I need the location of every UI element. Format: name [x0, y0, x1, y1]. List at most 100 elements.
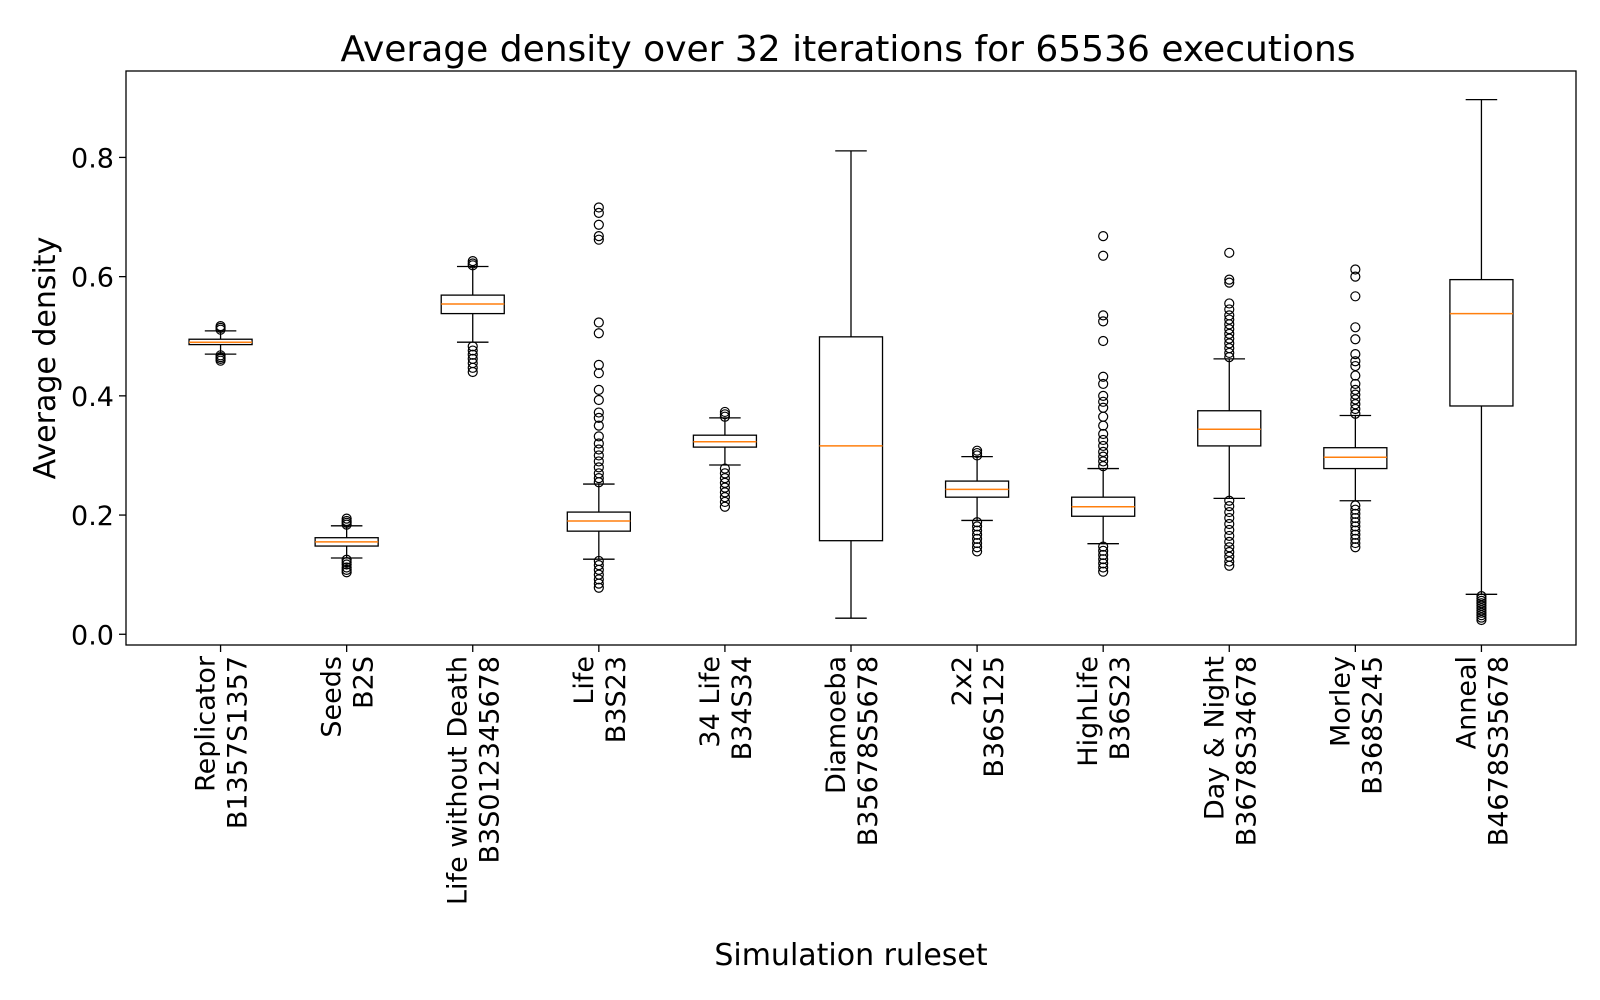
outlier-point	[593, 234, 604, 245]
outlier-point	[971, 529, 983, 540]
outlier-point	[1098, 316, 1109, 327]
outlier-point	[1098, 434, 1109, 446]
category-name: Anneal	[1451, 656, 1482, 749]
outlier-point	[1350, 291, 1361, 302]
outlier-point	[1224, 506, 1235, 518]
outlier-point	[719, 468, 731, 479]
category-rule: B35678S5678	[853, 656, 884, 846]
category-rule: B2S	[349, 656, 380, 709]
category-label: Replicator B1357S1357	[191, 655, 254, 829]
outlier-point	[1350, 529, 1361, 540]
box-2	[314, 513, 379, 578]
box-6	[818, 150, 884, 619]
outlier-point	[971, 517, 983, 528]
outlier-point	[1350, 521, 1361, 532]
outlier-point	[1350, 349, 1361, 360]
outlier-point	[971, 542, 983, 553]
box-iqr	[1323, 447, 1388, 470]
outlier-point	[593, 431, 604, 442]
outlier-point	[1098, 390, 1109, 401]
box-iqr	[1449, 278, 1514, 407]
outlier-point	[593, 202, 604, 213]
outlier-point	[341, 513, 352, 524]
outlier-point	[467, 341, 478, 352]
outlier-point	[593, 420, 604, 431]
y-axis: 0.0 0.2 0.4 0.6 0.8	[71, 143, 126, 651]
outlier-point	[1224, 277, 1235, 288]
outlier-point	[1224, 546, 1235, 558]
y-tick-label: 0.2	[71, 501, 114, 532]
y-tick-label: 0.8	[71, 143, 114, 174]
outlier-point	[1098, 428, 1109, 440]
category-label: Life without Death B3S012345678	[443, 656, 506, 905]
outlier-point	[467, 353, 478, 364]
category-rule: B36S125	[979, 656, 1010, 778]
category-label: Diamoeba B35678S5678	[821, 656, 884, 846]
outlier-point	[593, 207, 604, 218]
outlier-point	[1098, 554, 1109, 565]
outlier-point	[1098, 402, 1109, 413]
outlier-point	[593, 394, 604, 406]
box-5	[692, 406, 758, 512]
outlier-point	[593, 412, 604, 424]
outlier-point	[593, 368, 604, 379]
outlier-point	[1224, 247, 1235, 258]
outlier-point	[1098, 446, 1109, 457]
outlier-point	[1350, 356, 1361, 367]
box-3	[440, 256, 505, 378]
outlier-point	[719, 463, 731, 474]
box-4	[566, 202, 631, 593]
outlier-point	[1224, 274, 1235, 285]
chart-title: Average density over 32 iterations for 6…	[340, 29, 1355, 70]
outlier-point	[593, 582, 604, 593]
outlier-point	[1098, 440, 1109, 452]
outlier-point	[1224, 536, 1235, 547]
outlier-point	[593, 444, 604, 455]
outlier-point	[1224, 518, 1235, 530]
outlier-point	[593, 473, 604, 484]
outlier-point	[215, 350, 226, 361]
outlier-point	[1350, 525, 1361, 536]
outlier-point	[1098, 566, 1109, 577]
outlier-point	[593, 555, 604, 567]
outlier-point	[1350, 542, 1361, 553]
outlier-point	[1350, 500, 1361, 511]
outlier-point	[1350, 264, 1361, 275]
outlier-point	[215, 321, 226, 332]
outlier-point	[1350, 533, 1361, 545]
box-iqr	[818, 336, 884, 542]
category-label: 34 Life B34S34	[695, 656, 758, 760]
category-rule: B34S34	[727, 656, 758, 760]
y-tick-label: 0.6	[71, 263, 114, 294]
category-rule: B3S23	[601, 656, 632, 743]
outlier-point	[1224, 530, 1235, 542]
outlier-point	[1098, 310, 1109, 321]
outlier-point	[593, 438, 604, 449]
outlier-point	[1098, 451, 1109, 462]
outlier-point	[1224, 314, 1235, 325]
outlier-point	[1224, 310, 1235, 321]
category-label: Day & Night B3678S34678	[1199, 656, 1262, 846]
category-rule: B368S245	[1357, 656, 1388, 795]
outlier-point	[1098, 549, 1109, 561]
outlier-point	[1350, 360, 1361, 372]
category-name: 34 Life	[695, 656, 726, 748]
outlier-point	[971, 521, 983, 532]
outlier-point	[971, 546, 983, 557]
outlier-point	[593, 219, 604, 230]
outlier-point	[1350, 384, 1361, 395]
outlier-point	[1350, 537, 1361, 549]
outlier-point	[1098, 231, 1109, 242]
category-label: Anneal B4678S35678	[1451, 656, 1514, 846]
outlier-point	[1098, 335, 1109, 347]
outlier-point	[1350, 517, 1361, 528]
outlier-point	[1098, 378, 1109, 390]
category-rule: B3S012345678	[475, 656, 506, 863]
outlier-point	[593, 560, 604, 571]
outlier-point	[1098, 420, 1109, 431]
category-label: Life B3S23	[569, 656, 632, 743]
outlier-point	[1350, 370, 1361, 381]
category-rule: B3678S34678	[1231, 656, 1262, 846]
outlier-point	[467, 256, 478, 267]
category-label: 2x2 B36S125	[947, 656, 1010, 778]
